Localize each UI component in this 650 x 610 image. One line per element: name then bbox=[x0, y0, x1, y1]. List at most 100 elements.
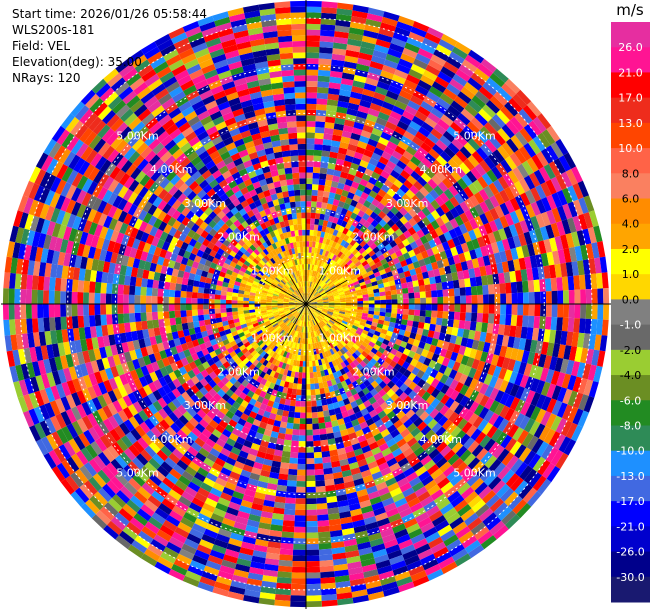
velocity-gate bbox=[410, 533, 426, 545]
velocity-gate bbox=[324, 325, 329, 331]
velocity-gate bbox=[352, 343, 360, 350]
velocity-gate bbox=[433, 472, 447, 485]
velocity-gate bbox=[306, 149, 315, 156]
velocity-gate bbox=[271, 298, 278, 301]
velocity-gate bbox=[299, 314, 303, 321]
velocity-gate bbox=[352, 194, 361, 203]
velocity-gate bbox=[418, 126, 431, 138]
velocity-gate bbox=[378, 389, 387, 398]
velocity-gate bbox=[325, 238, 331, 246]
velocity-gate bbox=[350, 327, 357, 333]
velocity-gate bbox=[382, 277, 389, 284]
velocity-gate bbox=[288, 352, 293, 360]
velocity-gate bbox=[429, 276, 436, 285]
velocity-gate bbox=[381, 16, 398, 27]
velocity-gate bbox=[457, 234, 467, 245]
velocity-gate bbox=[494, 205, 505, 218]
velocity-gate bbox=[596, 319, 603, 336]
velocity-gate bbox=[316, 286, 322, 292]
velocity-gate bbox=[311, 301, 318, 304]
velocity-gate bbox=[225, 299, 232, 304]
velocity-gate bbox=[389, 554, 405, 566]
velocity-gate bbox=[428, 344, 437, 354]
velocity-gate bbox=[97, 487, 112, 503]
velocity-gate bbox=[460, 295, 467, 304]
velocity-gate bbox=[269, 436, 278, 444]
velocity-gate bbox=[375, 481, 388, 491]
velocity-gate bbox=[380, 184, 390, 193]
velocity-gate bbox=[512, 360, 522, 373]
velocity-gate bbox=[331, 288, 338, 293]
velocity-gate bbox=[362, 510, 375, 520]
velocity-gate bbox=[459, 146, 472, 159]
velocity-gate bbox=[446, 512, 461, 525]
velocity-gate bbox=[267, 314, 274, 319]
velocity-gate bbox=[316, 316, 322, 322]
velocity-gate bbox=[181, 277, 189, 286]
velocity-gate bbox=[333, 322, 340, 328]
velocity-gate bbox=[405, 145, 417, 156]
velocity-gate bbox=[312, 434, 321, 442]
velocity-gate bbox=[162, 341, 170, 350]
velocity-gate bbox=[596, 350, 606, 367]
velocity-gate bbox=[355, 244, 363, 252]
velocity-gate bbox=[255, 368, 263, 376]
velocity-gate bbox=[297, 377, 303, 384]
velocity-gate bbox=[426, 385, 436, 395]
velocity-gate bbox=[366, 13, 383, 23]
velocity-gate bbox=[283, 369, 289, 376]
velocity-gate bbox=[37, 359, 47, 375]
velocity-gate bbox=[398, 233, 407, 242]
velocity-gate bbox=[264, 494, 276, 502]
velocity-gate bbox=[348, 138, 359, 147]
velocity-gate bbox=[317, 306, 323, 309]
velocity-gate bbox=[336, 592, 353, 600]
velocity-gate bbox=[449, 516, 464, 530]
velocity-gate bbox=[428, 536, 444, 549]
velocity-gate bbox=[530, 406, 542, 421]
velocity-gate bbox=[37, 289, 44, 304]
velocity-gate bbox=[205, 438, 216, 448]
velocity-gate bbox=[186, 310, 193, 317]
velocity-gate bbox=[290, 589, 306, 596]
velocity-gate bbox=[231, 304, 238, 308]
velocity-gate bbox=[229, 376, 238, 385]
velocity-gate bbox=[137, 387, 148, 399]
velocity-gate bbox=[322, 139, 332, 146]
velocity-gate bbox=[352, 227, 360, 235]
velocity-gate bbox=[68, 340, 77, 354]
velocity-gate bbox=[471, 95, 486, 109]
velocity-gate bbox=[107, 402, 118, 416]
velocity-gate bbox=[555, 138, 569, 156]
velocity-gate bbox=[424, 429, 436, 440]
velocity-gate bbox=[178, 415, 189, 426]
velocity-gate bbox=[214, 457, 226, 468]
velocity-gate bbox=[331, 460, 341, 468]
velocity-gate bbox=[332, 278, 339, 284]
velocity-gate bbox=[377, 111, 390, 122]
velocity-gate bbox=[194, 549, 210, 561]
velocity-gate bbox=[289, 341, 294, 348]
velocity-gate bbox=[461, 421, 473, 434]
velocity-gate bbox=[540, 341, 549, 356]
velocity-gate bbox=[311, 406, 318, 413]
velocity-gate bbox=[289, 451, 299, 459]
velocity-gate bbox=[243, 350, 251, 358]
velocity-gate bbox=[175, 359, 184, 369]
velocity-gate bbox=[332, 353, 338, 360]
velocity-gate bbox=[279, 380, 286, 387]
velocity-gate bbox=[354, 269, 361, 276]
velocity-gate bbox=[26, 362, 36, 378]
velocity-gate bbox=[316, 497, 327, 504]
velocity-gate bbox=[294, 521, 306, 527]
velocity-gate bbox=[403, 432, 414, 443]
velocity-gate bbox=[238, 450, 249, 459]
velocity-gate bbox=[415, 347, 424, 356]
velocity-gate bbox=[346, 243, 353, 251]
velocity-gate bbox=[303, 315, 305, 322]
velocity-gate bbox=[331, 347, 338, 354]
velocity-gate bbox=[477, 256, 485, 268]
velocity-gate bbox=[220, 334, 228, 342]
velocity-gate bbox=[423, 322, 431, 331]
velocity-gate bbox=[323, 286, 330, 291]
